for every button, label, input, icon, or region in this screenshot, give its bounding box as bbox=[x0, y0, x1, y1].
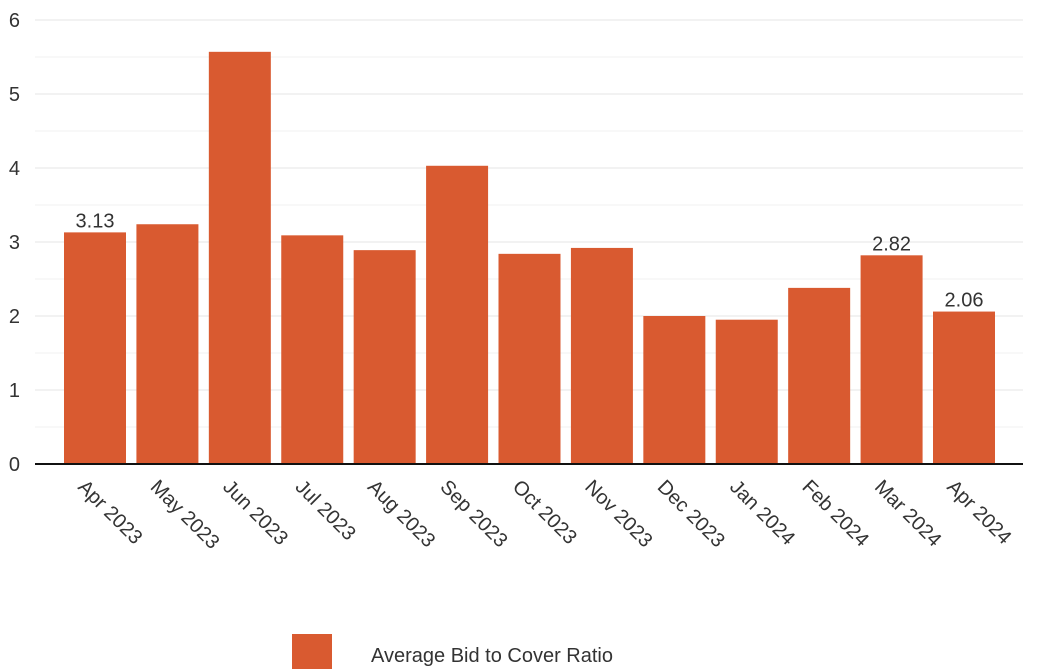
legend-swatch bbox=[292, 634, 332, 669]
bar-apr-2024 bbox=[933, 311, 995, 464]
x-tick-label: Jan 2024 bbox=[725, 476, 799, 550]
x-tick-label: Aug 2023 bbox=[363, 476, 439, 552]
x-tick-label: Apr 2023 bbox=[73, 476, 146, 549]
bar-nov-2023 bbox=[570, 247, 633, 464]
data-label: 2.82 bbox=[872, 233, 911, 255]
x-tick-label: Oct 2023 bbox=[508, 476, 581, 549]
bar-feb-2024 bbox=[788, 287, 851, 464]
bar-aug-2023 bbox=[353, 250, 416, 464]
data-label: 2.06 bbox=[945, 290, 984, 312]
x-tick-label: Nov 2023 bbox=[580, 476, 656, 552]
bar-jan-2024 bbox=[715, 319, 778, 464]
x-tick-label: Jun 2023 bbox=[218, 476, 292, 550]
bar-jul-2023 bbox=[281, 235, 344, 464]
x-tick-label: Mar 2024 bbox=[870, 476, 945, 551]
x-tick-label: Sep 2023 bbox=[436, 476, 512, 552]
bar-may-2023 bbox=[136, 224, 199, 464]
y-axis-tick-labels: 0 1 2 3 4 5 6 bbox=[9, 10, 20, 476]
bar-mar-2024 bbox=[860, 255, 923, 464]
bar-dec-2023 bbox=[643, 316, 706, 464]
y-tick-label: 0 bbox=[9, 454, 20, 476]
bar-sep-2023 bbox=[426, 165, 489, 464]
bar-apr-2023 bbox=[64, 232, 126, 464]
y-tick-label: 5 bbox=[9, 84, 20, 106]
x-tick-label: Dec 2023 bbox=[653, 476, 729, 552]
data-labels: 3.13 2.82 2.06 bbox=[76, 210, 984, 311]
bars bbox=[64, 51, 995, 464]
x-tick-label: Apr 2024 bbox=[942, 476, 1015, 549]
legend-label: Average Bid to Cover Ratio bbox=[371, 645, 613, 667]
legend: Average Bid to Cover Ratio bbox=[292, 634, 613, 669]
y-tick-label: 3 bbox=[9, 232, 20, 254]
bar-oct-2023 bbox=[498, 253, 561, 464]
y-tick-label: 4 bbox=[9, 158, 20, 180]
y-tick-label: 6 bbox=[9, 10, 20, 32]
bar-jun-2023 bbox=[208, 51, 271, 464]
y-tick-label: 2 bbox=[9, 306, 20, 328]
x-tick-label: May 2023 bbox=[146, 476, 224, 554]
y-tick-label: 1 bbox=[9, 380, 20, 402]
x-tick-label: Jul 2023 bbox=[291, 476, 360, 545]
x-tick-label: Feb 2024 bbox=[798, 476, 873, 551]
data-label: 3.13 bbox=[76, 210, 115, 232]
